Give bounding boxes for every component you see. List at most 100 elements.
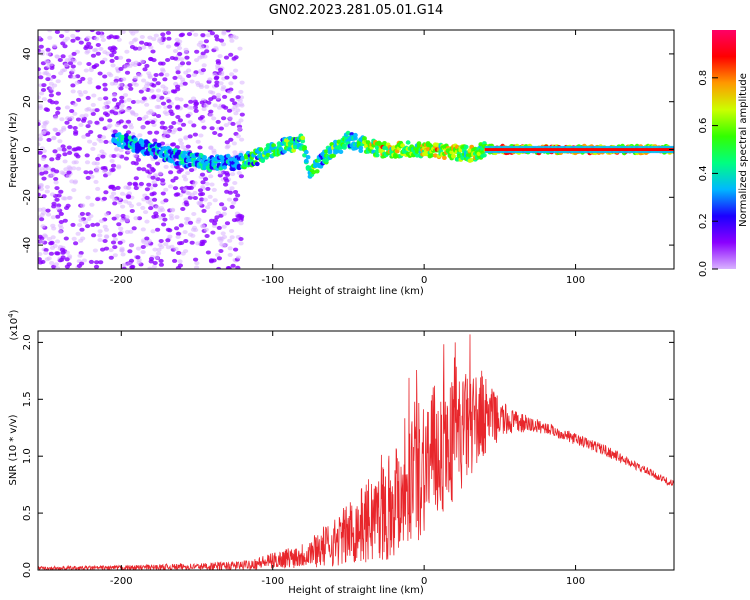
noise-mark	[228, 81, 234, 86]
noise-mark	[206, 100, 212, 105]
noise-mark	[104, 212, 110, 217]
noise-mark	[203, 103, 209, 108]
noise-mark	[99, 34, 105, 39]
noise-mark	[133, 216, 139, 221]
noise-mark	[143, 114, 149, 119]
noise-mark	[235, 103, 241, 108]
noise-mark	[90, 146, 96, 151]
noise-mark	[129, 265, 135, 269]
noise-mark	[172, 186, 179, 191]
noise-mark	[57, 229, 63, 234]
noise-mark	[64, 120, 70, 125]
noise-mark	[132, 76, 139, 80]
noise-mark	[136, 116, 143, 121]
signal-mark	[116, 142, 122, 148]
noise-mark	[144, 187, 150, 192]
noise-mark	[82, 220, 88, 225]
noise-mark	[88, 170, 94, 175]
noise-mark	[38, 44, 44, 49]
noise-mark	[211, 187, 217, 192]
signal-mark	[153, 155, 158, 160]
noise-mark	[215, 119, 221, 124]
noise-mark	[147, 73, 153, 78]
noise-mark	[165, 238, 171, 243]
noise-mark	[70, 33, 76, 38]
noise-mark	[208, 146, 214, 150]
noise-mark	[40, 224, 46, 229]
signal-mark	[194, 152, 200, 157]
noise-mark	[152, 261, 158, 265]
noise-mark	[236, 126, 243, 131]
noise-mark	[189, 193, 195, 198]
noise-mark	[75, 117, 82, 122]
noise-mark	[159, 120, 165, 125]
noise-mark	[182, 81, 188, 86]
colorbar-ticks: 0.0 0.2 0.4 0.6 0.8	[698, 70, 718, 277]
noise-mark	[169, 112, 175, 116]
noise-mark	[91, 233, 97, 238]
noise-mark	[62, 38, 68, 43]
noise-mark	[155, 177, 161, 182]
noise-mark	[119, 246, 125, 251]
noise-mark	[152, 183, 158, 188]
noise-mark	[122, 124, 128, 129]
noise-mark	[213, 34, 220, 39]
noise-mark	[87, 139, 93, 144]
noise-mark	[152, 77, 158, 82]
noise-mark	[64, 264, 70, 269]
noise-mark	[235, 265, 241, 269]
noise-mark	[71, 160, 77, 165]
noise-mark	[156, 247, 162, 252]
noise-mark	[44, 108, 51, 112]
noise-mark	[136, 73, 142, 78]
noise-mark	[92, 48, 98, 53]
signal-mark	[133, 137, 138, 142]
noise-mark	[66, 145, 72, 150]
noise-mark	[38, 106, 43, 110]
signal-mark	[414, 149, 420, 154]
noise-mark	[162, 129, 168, 134]
noise-mark	[66, 170, 72, 175]
noise-mark	[48, 241, 54, 246]
noise-mark	[64, 30, 70, 33]
noise-mark	[186, 186, 192, 190]
noise-mark	[225, 266, 231, 269]
noise-mark	[181, 174, 187, 179]
noise-mark	[205, 33, 211, 38]
noise-mark	[187, 120, 193, 125]
noise-mark	[129, 243, 135, 248]
signal-mark	[442, 155, 447, 160]
x-tick-label: -100	[261, 275, 284, 286]
noise-mark	[228, 52, 234, 57]
noise-mark	[112, 253, 118, 258]
noise-mark	[55, 106, 61, 111]
noise-mark	[88, 68, 94, 73]
noise-mark	[58, 211, 64, 216]
noise-mark	[120, 252, 126, 257]
colorbar-tick-label: 0.2	[698, 213, 709, 229]
noise-mark	[38, 137, 43, 142]
noise-mark	[180, 251, 186, 256]
noise-mark	[56, 153, 62, 158]
noise-mark	[41, 83, 47, 88]
noise-mark	[227, 116, 233, 121]
noise-mark	[207, 30, 213, 33]
noise-mark	[219, 72, 225, 77]
noise-mark	[44, 257, 50, 262]
noise-mark	[85, 49, 91, 54]
noise-mark	[85, 175, 91, 180]
noise-mark	[114, 123, 120, 128]
noise-mark	[173, 246, 179, 251]
noise-mark	[185, 217, 191, 221]
noise-mark	[72, 180, 78, 185]
noise-mark	[177, 118, 183, 123]
noise-mark	[130, 111, 136, 116]
noise-mark	[160, 178, 166, 183]
noise-mark	[71, 188, 77, 193]
noise-mark	[148, 57, 154, 62]
noise-mark	[233, 111, 239, 116]
noise-mark	[112, 197, 118, 202]
noise-mark	[184, 220, 190, 225]
noise-mark	[231, 200, 237, 205]
noise-mark	[162, 126, 168, 130]
